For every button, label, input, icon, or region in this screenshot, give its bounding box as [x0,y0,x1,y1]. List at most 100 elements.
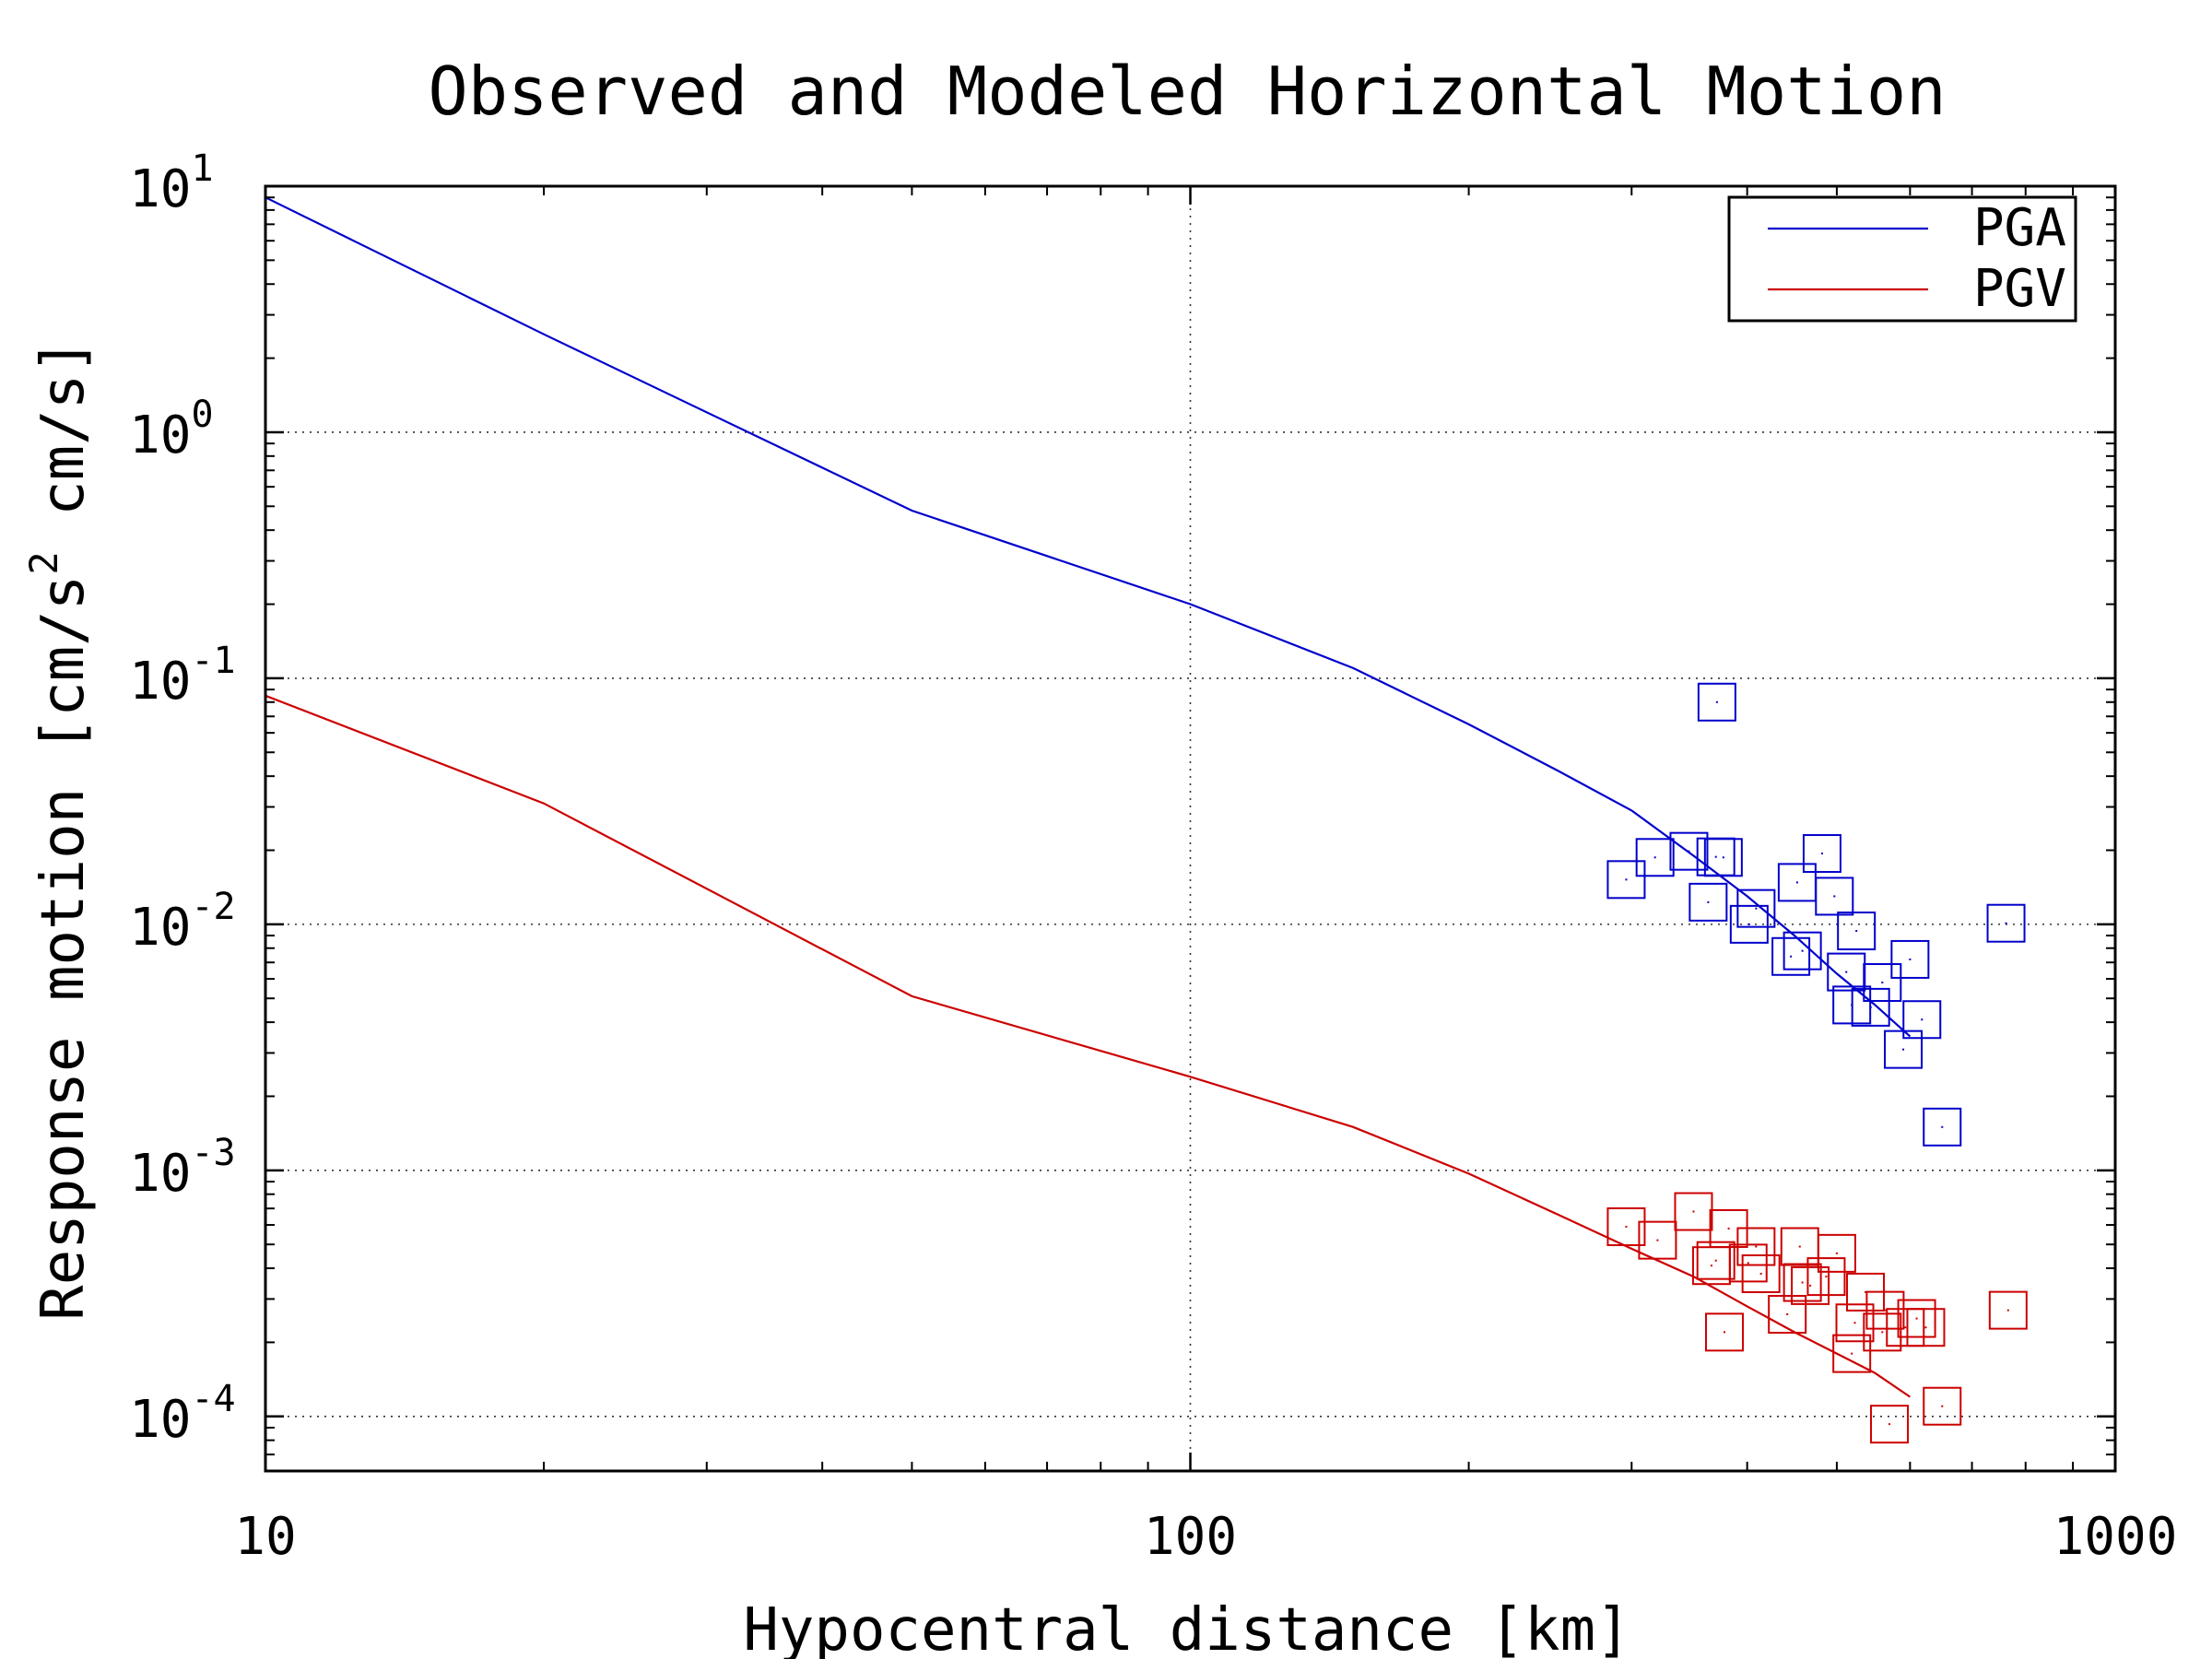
pgv-observed-point [1853,1322,1856,1324]
pga-observed-marker [1606,860,1646,900]
pga-observed-point [1722,856,1724,859]
y-tick-label-base: 10 [129,652,191,712]
legend-box [1727,195,2077,323]
series-pga [265,196,2026,1147]
pgv-observed-point [1924,1326,1927,1329]
pgv-observed-marker [1606,1206,1646,1246]
pga-observed-point [1833,895,1836,898]
pga-observed-point [1941,1125,1944,1128]
y-tick-label-exponent: 1 [191,147,213,190]
pgv-observed-point [1724,1331,1726,1334]
x-tick-label: 1000 [2053,1507,2178,1567]
pgv-observed-marker [1865,1290,1905,1330]
pgv-observed-point [1727,1227,1730,1230]
y-axis-label-main: Response motion [cm/s [29,575,98,1321]
ticks [264,184,2117,1472]
y-axis-label: Response motion [cm/s2 cm/s] [21,338,98,1321]
grid [265,186,2115,1471]
y-tick-label-base: 10 [129,159,191,219]
pgv-observed-marker [1696,1241,1735,1280]
pga-observed-point [1625,878,1628,881]
pga-observed-point [1755,907,1758,910]
pgv-observed-point [1809,1284,1812,1287]
series-pgv [265,694,2028,1444]
pgv-observed-point [1759,1273,1762,1275]
pga-observed-point [1747,923,1750,925]
pgv-observed-point [1904,1326,1907,1329]
pga-observed-point [1921,1018,1924,1021]
pgv-observed-marker [1988,1290,2028,1330]
pga-observed-point [1845,971,1848,973]
pgv-observed-marker [1705,1312,1745,1352]
pgv-observed-marker [1923,1386,1962,1426]
y-tick-label-exponent: 0 [191,394,213,436]
pgv-observed-marker [1728,1243,1768,1283]
pgv-observed-marker [1674,1192,1713,1231]
pga-observed-point [1795,881,1798,884]
pgv-model-line [265,694,1912,1398]
pgv-observed-point [1747,1262,1749,1265]
pgv-observed-marker [1736,1227,1776,1266]
pga-observed-point [1653,856,1656,859]
pgv-observed-point [1825,1276,1828,1278]
pgv-observed-marker [1897,1299,1936,1338]
legend-pga-label: PGA [1973,198,2066,258]
pgv-observed-marker [1806,1257,1846,1297]
y-tick-label-base: 10 [129,406,191,465]
pga-observed-marker [1771,936,1811,976]
pga-observed-point [1707,900,1710,903]
legend-pgv-label: PGV [1973,259,2066,319]
pgv-observed-point [1801,1281,1804,1284]
pgv-observed-point [1710,1265,1712,1267]
pga-observed-point [1869,1006,1872,1008]
pga-observed-marker [1986,903,2026,943]
y-tick-label: 10-3 [129,1132,236,1204]
pgv-observed-marker [1638,1220,1677,1260]
pgv-observed-marker [1768,1294,1807,1334]
pgv-observed-point [1884,1309,1887,1312]
y-tick-label-exponent: -3 [191,1132,235,1174]
x-tick-labels: 10 100 1000 [234,1507,2177,1567]
pgv-observed-point [2006,1309,2009,1312]
pga-observed-point [1715,700,1718,703]
pgv-observed-point [1851,1352,1853,1355]
pga-observed-marker [1851,987,1890,1027]
pgv-observed-marker [1783,1263,1822,1302]
pgv-observed-marker [1870,1405,1910,1444]
y-tick-label: 101 [129,147,214,219]
pgv-observed-point [1881,1331,1884,1334]
pgv-observed-point [1915,1317,1918,1320]
pga-observed-point [1790,955,1793,958]
pgv-observed-marker [1832,1334,1872,1373]
pgv-observed-point [1835,1252,1838,1254]
pga-observed-point [1688,850,1690,853]
y-tick-label-exponent: -4 [191,1378,235,1420]
pgv-observed-marker [1791,1265,1830,1305]
pga-observed-marker [1736,888,1776,928]
pgv-observed-point [1798,1245,1801,1248]
pgv-observed-marker [1886,1308,1925,1347]
y-axis-label-units: cm/s] [29,338,98,551]
pga-observed-point [2005,922,2007,924]
pga-observed-point [1820,853,1823,855]
legend: PGA PGV [1727,195,2077,323]
pgv-observed-point [1755,1245,1758,1248]
pga-observed-point [1902,1048,1905,1051]
pgv-observed-marker [1741,1254,1781,1293]
pga-observed-marker [1688,882,1728,922]
pga-observed-marker [1703,838,1743,877]
pga-observed-marker [1923,1107,1962,1147]
y-tick-label: 10-4 [129,1378,236,1450]
pgv-observed-point [1625,1225,1628,1228]
y-tick-label: 10-2 [129,886,236,958]
pga-model-line [265,196,1912,1038]
y-tick-label-base: 10 [129,1144,191,1204]
pga-observed-marker [1669,831,1709,871]
pga-observed-marker [1635,838,1675,877]
pgv-observed-point [1786,1312,1789,1315]
pga-observed-point [1909,958,1912,960]
x-tick-label: 10 [234,1507,296,1567]
pga-observed-point [1801,949,1804,952]
